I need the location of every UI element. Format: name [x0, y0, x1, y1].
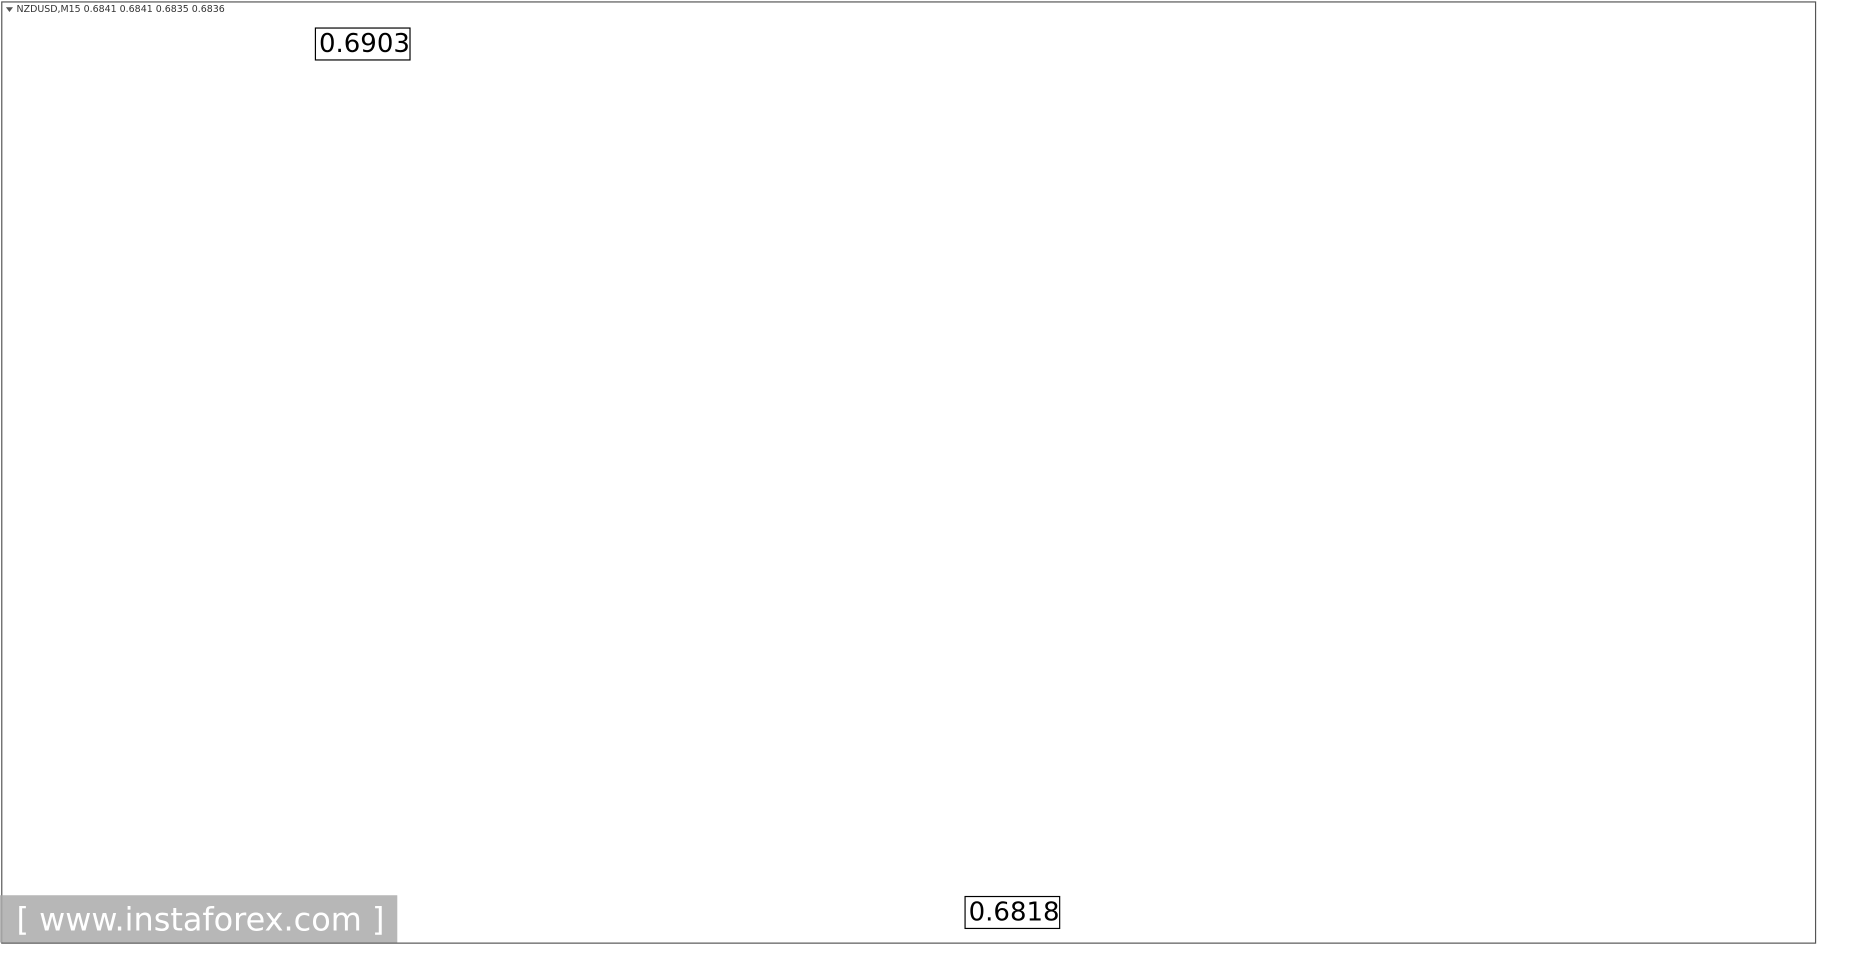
annotation-label: 0.6818 — [969, 898, 1060, 928]
watermark: [ www.instaforex.com ] — [17, 900, 385, 938]
annotation-box — [964, 895, 1061, 930]
annotation: 0.6818 — [964, 895, 1061, 930]
watermark-bg — [0, 895, 398, 943]
plot-frame — [1, 1, 1817, 944]
annotation-box — [314, 27, 411, 61]
menu-icon — [5, 7, 14, 12]
symbol-info: NZDUSD,M15 0.6841 0.6841 0.6835 0.6836 — [17, 4, 225, 15]
annotation-label: 0.6903 — [319, 29, 410, 59]
annotation: 0.6903 — [314, 27, 411, 61]
